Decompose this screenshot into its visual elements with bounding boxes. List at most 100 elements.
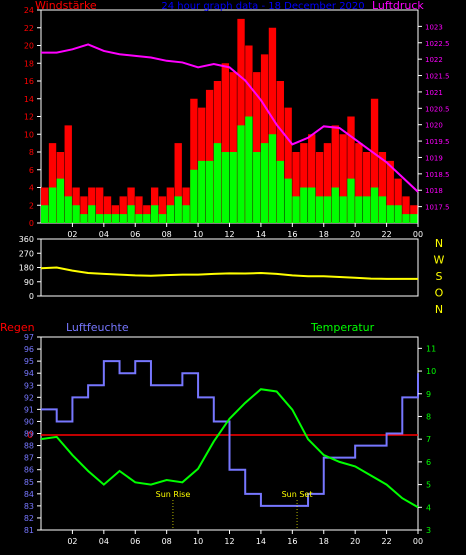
wind-gust-bar	[190, 98, 198, 223]
wind-gust-bar	[339, 134, 347, 223]
wind-avg-bar	[370, 187, 379, 223]
humidity-tick-label: 91	[24, 405, 34, 414]
wind-avg-bar	[88, 205, 96, 223]
wind-avg-bar	[253, 152, 261, 223]
wind-avg-bar	[394, 205, 402, 223]
temperature-tick-label: 5	[426, 481, 431, 490]
wind-avg-bar	[237, 125, 245, 223]
wind-gust-bar	[394, 178, 402, 223]
wind-gust-bar	[355, 143, 363, 223]
wind-avg-bars	[41, 116, 418, 223]
compass-label: S	[436, 270, 443, 283]
x-tick-label: 06	[130, 537, 140, 546]
humidity-tick-label: 83	[24, 502, 34, 511]
direction-ticks: 0 90 180 270 360	[19, 235, 41, 301]
x-tick-label: 00	[413, 230, 423, 239]
wind-direction-line	[40, 266, 418, 280]
wind-gust-bar	[237, 18, 245, 223]
wind-gust-bar	[48, 143, 57, 223]
wind-gust-bar	[331, 125, 339, 223]
humidity-tick-label: 90	[24, 417, 34, 426]
wind-avg-bar	[119, 214, 127, 223]
wind-tick-label: 24	[24, 6, 34, 15]
wind-gust-bar	[268, 27, 277, 223]
wind-avg-bar	[190, 169, 198, 223]
x-tick-label: 06	[130, 230, 140, 239]
sun-annotation-label: Sun Set	[282, 490, 313, 499]
x-tick-label: 10	[193, 230, 203, 239]
temperature-ticks: 3 4 5 6 7 8 9 10 11	[418, 344, 436, 535]
x-tick-label: 12	[224, 230, 234, 239]
wind-avg-bar	[64, 196, 72, 223]
direction-tick-label: 180	[19, 264, 34, 273]
temperature-line	[40, 388, 419, 509]
wind-avg-bar	[72, 205, 80, 223]
temperature-tick-label: 9	[426, 390, 431, 399]
temperature-tick-label: 10	[426, 367, 436, 376]
pressure-tick-label: 1021.5	[425, 73, 450, 81]
wind-tick-label: 22	[24, 24, 34, 33]
wind-avg-bar	[347, 178, 355, 223]
x-tick-label: 10	[193, 537, 203, 546]
wind-gust-bar	[315, 152, 324, 223]
wind-pressure-chart: Windstärke 24 hour graph data - 18 Decem…	[24, 0, 450, 239]
wind-avg-bar	[260, 143, 269, 223]
humidity-tick-label: 93	[24, 381, 34, 390]
wind-avg-bar	[174, 196, 182, 223]
wind-gust-bar	[80, 196, 88, 223]
wind-gust-bar	[276, 81, 284, 223]
wind-avg-bar	[268, 134, 277, 223]
wind-avg-bar	[378, 196, 387, 223]
wind-avg-bar	[300, 187, 308, 223]
wind-tick-label: 4	[29, 184, 34, 193]
pressure-tick-label: 1020	[425, 122, 443, 130]
x-tick-label: 18	[319, 230, 329, 239]
wind-tick-label: 8	[29, 148, 34, 157]
wind-avg-bar	[198, 160, 206, 223]
pressure-tick-label: 1021	[425, 89, 443, 97]
temperature-tick-label: 8	[426, 412, 431, 421]
wind-avg-bar	[158, 214, 167, 223]
humidity-tick-label: 85	[24, 478, 34, 487]
wind-tick-label: 0	[29, 219, 34, 228]
x-tick-label: 22	[381, 537, 391, 546]
top-x-ticks: 02 04 06 08 10 12 14 16 18 20 22 00	[67, 223, 423, 239]
chart-title: 24 hour graph data - 18 December 2020	[161, 1, 364, 12]
humidity-tick-label: 81	[24, 526, 34, 535]
temperature-axis-title: Temperatur	[310, 321, 375, 334]
wind-avg-bar	[410, 214, 418, 223]
humidity-temperature-chart: Regen Luftfeuchte Temperatur 0 Sun Rise S…	[0, 321, 436, 546]
wind-avg-bar	[386, 205, 394, 223]
wind-avg-bar	[135, 214, 143, 223]
direction-tick-label: 0	[29, 292, 34, 301]
bottom-x-ticks: 02 04 06 08 10 12 14 16 18 20 22 00	[67, 530, 423, 546]
wind-avg-bar	[308, 187, 316, 223]
wind-avg-bar	[95, 214, 104, 223]
wind-avg-bar	[80, 214, 88, 223]
rain-value-label: 0	[27, 431, 33, 441]
humidity-line	[41, 360, 419, 507]
wind-avg-bar	[229, 152, 237, 223]
pressure-tick-label: 1018	[425, 187, 443, 195]
wind-gust-bar	[158, 196, 167, 223]
x-tick-label: 08	[162, 230, 172, 239]
humidity-tick-label: 94	[24, 369, 34, 378]
wind-gust-bar	[135, 196, 143, 223]
wind-avg-bar	[48, 187, 57, 223]
wind-tick-label: 14	[24, 95, 34, 104]
humidity-axis-title: Luftfeuchte	[66, 321, 129, 334]
wind-tick-label: 10	[24, 130, 34, 139]
humidity-ticks: 81 82 83 84 85 86 87 88 89 90 91 92 93 94 95 96 97	[24, 333, 41, 535]
wind-avg-bar	[150, 205, 159, 223]
wind-avg-bar	[402, 214, 410, 223]
temperature-tick-label: 11	[426, 344, 436, 353]
wind-gust-bars	[41, 18, 418, 223]
wind-gust-bar	[119, 196, 127, 223]
direction-tick-label: 90	[24, 278, 34, 287]
sun-annotation-label: Sun Rise	[156, 490, 191, 499]
wind-avg-bar	[221, 152, 229, 223]
temperature-tick-label: 6	[426, 458, 431, 467]
compass-label: W	[434, 254, 445, 267]
wind-gust-bar	[205, 89, 214, 223]
